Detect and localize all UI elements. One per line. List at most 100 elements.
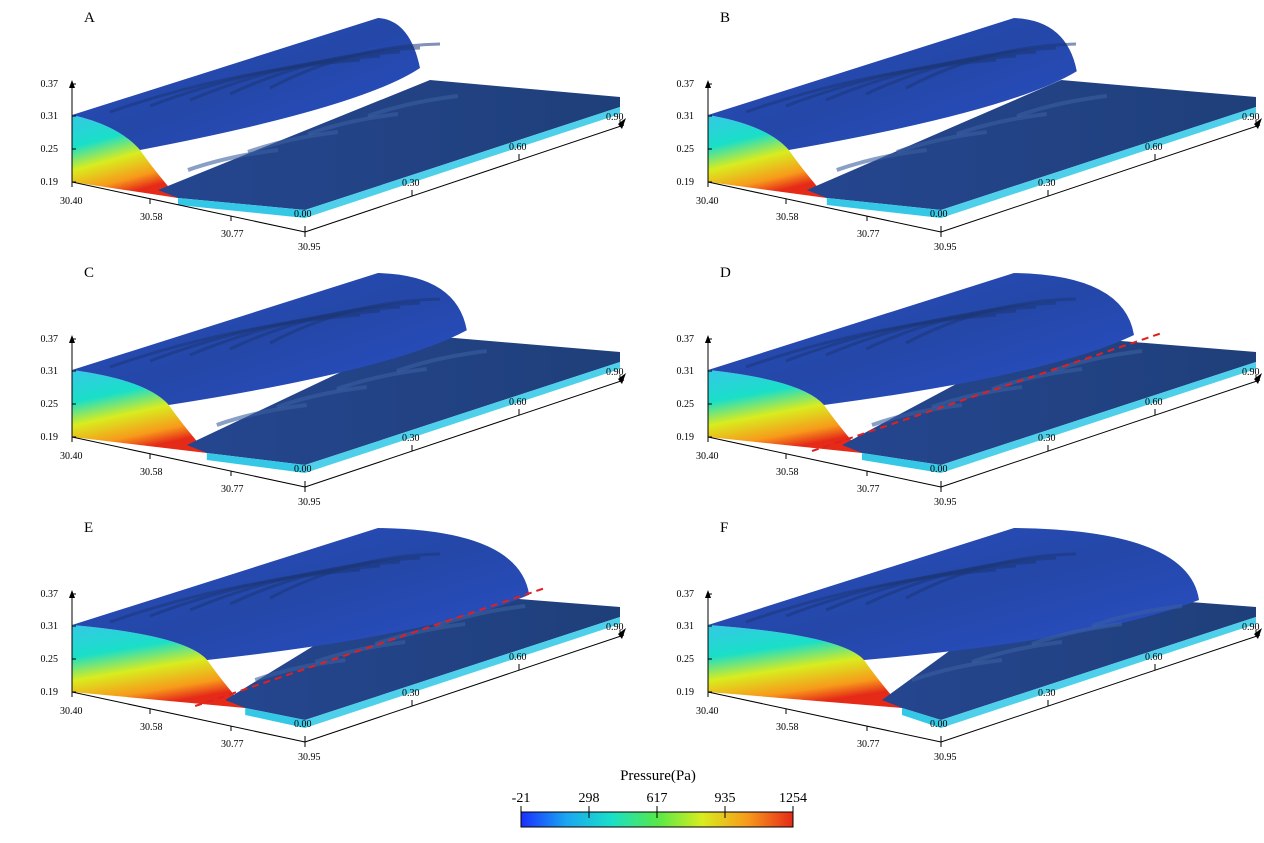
floor-front-edge: [178, 198, 305, 218]
side-pressure-face: [708, 625, 902, 708]
panel-label: D: [720, 265, 731, 281]
floor-front-edge: [206, 453, 305, 473]
y-tick-label: 0.60: [509, 652, 527, 663]
surface-texture: [229, 301, 421, 351]
panel-label: E: [84, 520, 93, 536]
surface-texture: [905, 552, 1077, 600]
dashed-front-line: [811, 332, 1163, 452]
y-tick-label: 0.00: [294, 209, 312, 220]
surface-texture: [189, 560, 401, 612]
y-tick-label: 0.60: [509, 142, 527, 153]
x-tick-label: 30.95: [298, 752, 321, 763]
z-tick-label: 0.19: [677, 432, 695, 443]
colorbar-tick-label: 935: [715, 791, 736, 806]
x-axis-line: [707, 181, 942, 233]
y-axis-line: [940, 124, 1261, 233]
colorbar: Pressure(Pa) -21 298 617 935 1254: [512, 768, 807, 828]
x-tick-label: 30.58: [776, 212, 799, 223]
x-tick-label: 30.58: [776, 467, 799, 478]
z-tick-label: 0.25: [41, 654, 59, 665]
y-tick-label: 0.60: [1145, 397, 1163, 408]
floor-texture: [1016, 94, 1108, 118]
y-tick-label: 0.30: [402, 688, 420, 699]
floor-right-edge: [305, 107, 620, 218]
colorbar-title: Pressure(Pa): [620, 768, 696, 784]
x-tick-label: 30.40: [696, 196, 719, 207]
y-tick-label: 0.00: [930, 464, 948, 475]
surface-texture: [269, 552, 441, 600]
floor-texture: [396, 349, 488, 373]
floor-right-edge: [941, 362, 1256, 473]
y-axis-arrow: [1254, 628, 1262, 639]
y-axis-line: [304, 634, 625, 743]
panel-label: B: [720, 10, 730, 26]
z-tick-label: 0.37: [677, 79, 695, 90]
x-axis-line: [71, 181, 306, 233]
floor-texture: [971, 640, 1063, 664]
floor-texture: [254, 658, 346, 682]
y-tick-label: 0.30: [402, 433, 420, 444]
z-tick-label: 0.25: [41, 399, 59, 410]
x-tick-label: 30.40: [60, 451, 83, 462]
surface-texture: [229, 46, 421, 96]
floor-texture: [307, 112, 399, 136]
surface-texture: [785, 564, 1017, 618]
surface-texture: [825, 305, 1037, 357]
y-tick-label: 0.00: [294, 719, 312, 730]
surface-texture: [189, 305, 401, 357]
z-tick-label: 0.25: [677, 654, 695, 665]
surface-texture: [269, 42, 441, 90]
floor-texture: [956, 112, 1048, 136]
y-tick-label: 0.00: [930, 719, 948, 730]
y-tick-label: 0.00: [930, 209, 948, 220]
x-tick-label: 30.40: [696, 451, 719, 462]
x-tick-label: 30.77: [221, 229, 244, 240]
x-axis-line: [71, 691, 306, 743]
side-pressure-face: [708, 370, 862, 453]
surface-texture: [825, 50, 1037, 102]
surface-texture: [149, 564, 381, 618]
floor-front-edge: [862, 453, 941, 473]
y-axis-line: [304, 124, 625, 233]
y-tick-label: 0.90: [1242, 622, 1260, 633]
surface-texture: [905, 297, 1077, 345]
downstream-floor: [225, 590, 620, 720]
floor-texture: [187, 148, 279, 172]
x-tick-label: 30.58: [140, 722, 163, 733]
y-tick-label: 0.90: [1242, 367, 1260, 378]
downstream-floor: [158, 80, 620, 210]
y-axis-line: [940, 634, 1261, 743]
x-tick-label: 30.77: [221, 484, 244, 495]
z-tick-label: 0.19: [41, 687, 59, 698]
x-tick-label: 30.95: [298, 497, 321, 508]
floor-texture: [931, 385, 1023, 409]
y-axis-arrow: [618, 373, 626, 384]
y-axis-arrow: [618, 118, 626, 129]
side-pressure-face: [72, 625, 246, 708]
z-tick-label: 0.31: [677, 366, 695, 377]
surface-texture: [905, 42, 1077, 90]
y-axis-arrow: [1254, 118, 1262, 129]
surface-texture: [785, 309, 1017, 363]
floor-texture: [1031, 622, 1123, 646]
y-tick-label: 0.60: [1145, 142, 1163, 153]
y-axis-line: [304, 379, 625, 488]
downstream-floor: [806, 80, 1256, 210]
x-tick-label: 30.77: [857, 739, 880, 750]
floor-texture: [216, 403, 308, 427]
floor-texture: [871, 403, 963, 427]
surface-texture: [189, 50, 401, 102]
x-tick-label: 30.58: [140, 467, 163, 478]
floor-texture: [367, 94, 459, 118]
y-tick-label: 0.30: [1038, 178, 1056, 189]
side-pressure-face: [708, 115, 827, 198]
x-tick-label: 30.40: [60, 706, 83, 717]
surface-texture: [149, 54, 381, 108]
floor-texture: [247, 130, 339, 154]
y-tick-label: 0.90: [606, 622, 624, 633]
y-tick-label: 0.90: [1242, 112, 1260, 123]
downstream-floor: [842, 335, 1256, 465]
floor-front-edge: [826, 198, 941, 218]
